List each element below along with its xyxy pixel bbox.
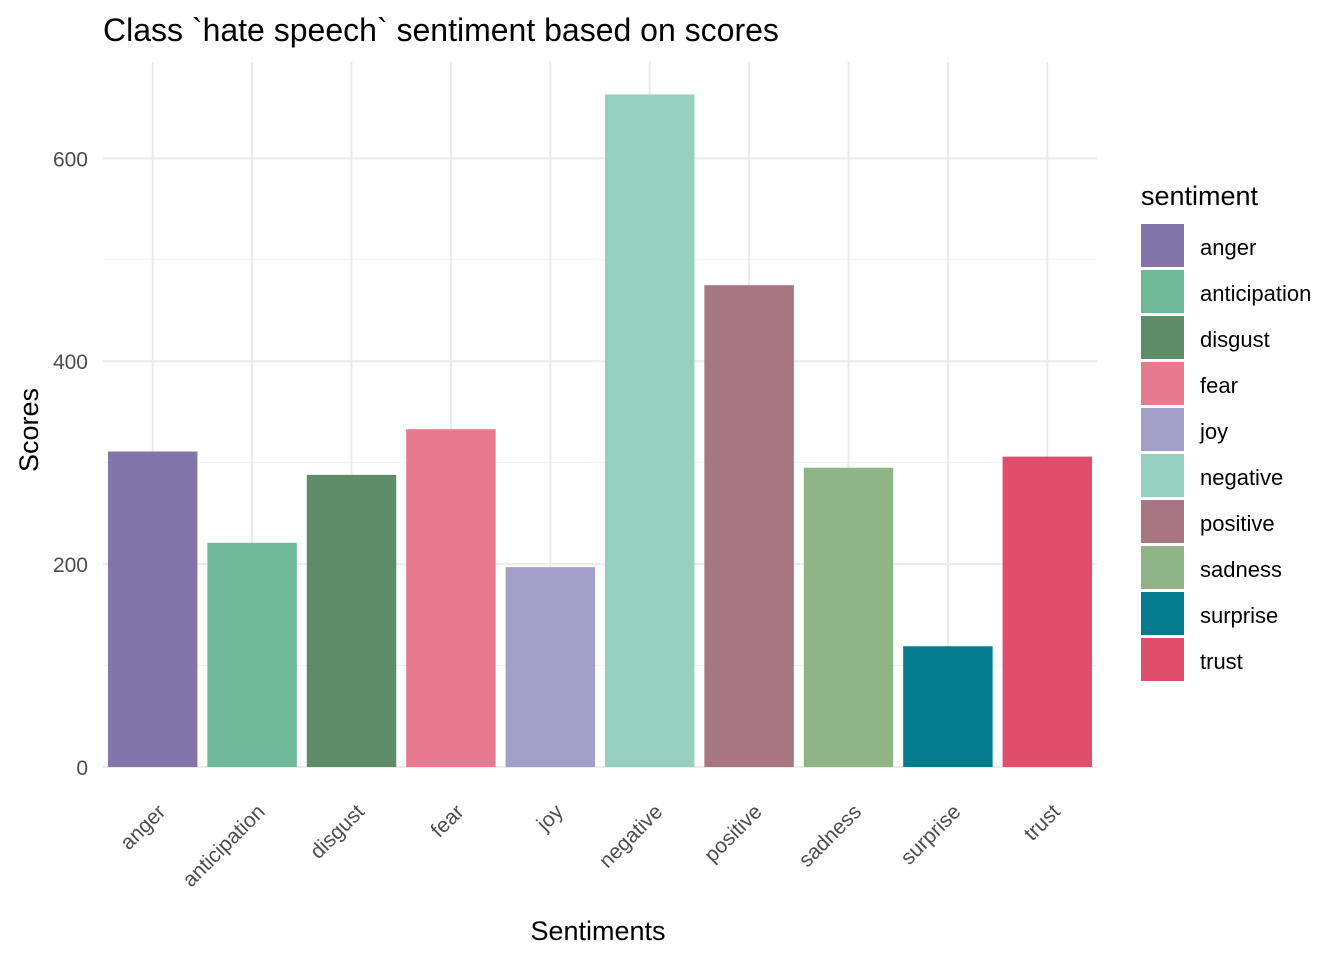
x-tick-label: disgust xyxy=(306,800,369,863)
legend-key-disgust xyxy=(1141,316,1184,359)
legend: sentiment anger anticipation disgust fear jo… xyxy=(1141,181,1311,681)
bar-sadness xyxy=(803,467,894,767)
x-tick-label: negative xyxy=(595,800,667,872)
bar-joy xyxy=(505,567,596,767)
x-tick-label: anger xyxy=(116,800,170,854)
bar-anger xyxy=(107,451,198,767)
x-tick-label: sadness xyxy=(794,800,866,872)
legend-label: positive xyxy=(1200,511,1275,536)
legend-key-anger xyxy=(1141,224,1184,267)
legend-key-fear xyxy=(1141,362,1184,405)
legend-label: anticipation xyxy=(1200,281,1311,306)
bar-anticipation xyxy=(207,542,297,767)
legend-label: anger xyxy=(1200,235,1256,260)
x-tick-label: positive xyxy=(700,800,767,867)
x-tick-label: surprise xyxy=(896,800,965,869)
x-axis-ticks: anger anticipation disgust fear joy negative p… xyxy=(116,800,1065,892)
bar-negative xyxy=(604,94,695,767)
legend-label: joy xyxy=(1199,419,1228,444)
legend-key-negative xyxy=(1141,454,1184,497)
x-tick-label: trust xyxy=(1020,800,1065,845)
y-tick-label: 0 xyxy=(76,757,88,780)
legend-key-surprise xyxy=(1141,592,1184,635)
bars xyxy=(107,94,1093,767)
bar-fear xyxy=(406,429,496,767)
legend-label: sadness xyxy=(1200,557,1282,582)
y-tick-label: 600 xyxy=(53,148,88,171)
bar-surprise xyxy=(903,646,993,767)
x-tick-label: fear xyxy=(427,800,469,842)
legend-label: disgust xyxy=(1200,327,1270,352)
bar-disgust xyxy=(306,474,397,767)
legend-key-anticipation xyxy=(1141,270,1184,313)
legend-label: negative xyxy=(1200,465,1283,490)
x-axis-title: Sentiments xyxy=(530,916,665,946)
y-axis-title: Scores xyxy=(14,388,44,472)
bar-positive xyxy=(704,285,794,767)
x-tick-label: anticipation xyxy=(178,800,269,891)
legend-label: surprise xyxy=(1200,603,1278,628)
y-tick-label: 200 xyxy=(53,554,88,577)
legend-key-joy xyxy=(1141,408,1184,451)
legend-items: anger anticipation disgust fear joy negative p… xyxy=(1141,224,1311,681)
legend-key-positive xyxy=(1141,500,1184,543)
y-axis-ticks: 0 200 400 600 xyxy=(53,148,88,780)
bar-trust xyxy=(1002,456,1093,767)
legend-label: trust xyxy=(1200,649,1243,674)
y-tick-label: 400 xyxy=(53,351,88,374)
chart-title: Class `hate speech` sentiment based on s… xyxy=(103,12,779,48)
legend-key-sadness xyxy=(1141,546,1184,589)
legend-title: sentiment xyxy=(1141,181,1259,211)
legend-key-trust xyxy=(1141,638,1184,681)
legend-label: fear xyxy=(1200,373,1238,398)
x-tick-label: joy xyxy=(532,800,568,836)
